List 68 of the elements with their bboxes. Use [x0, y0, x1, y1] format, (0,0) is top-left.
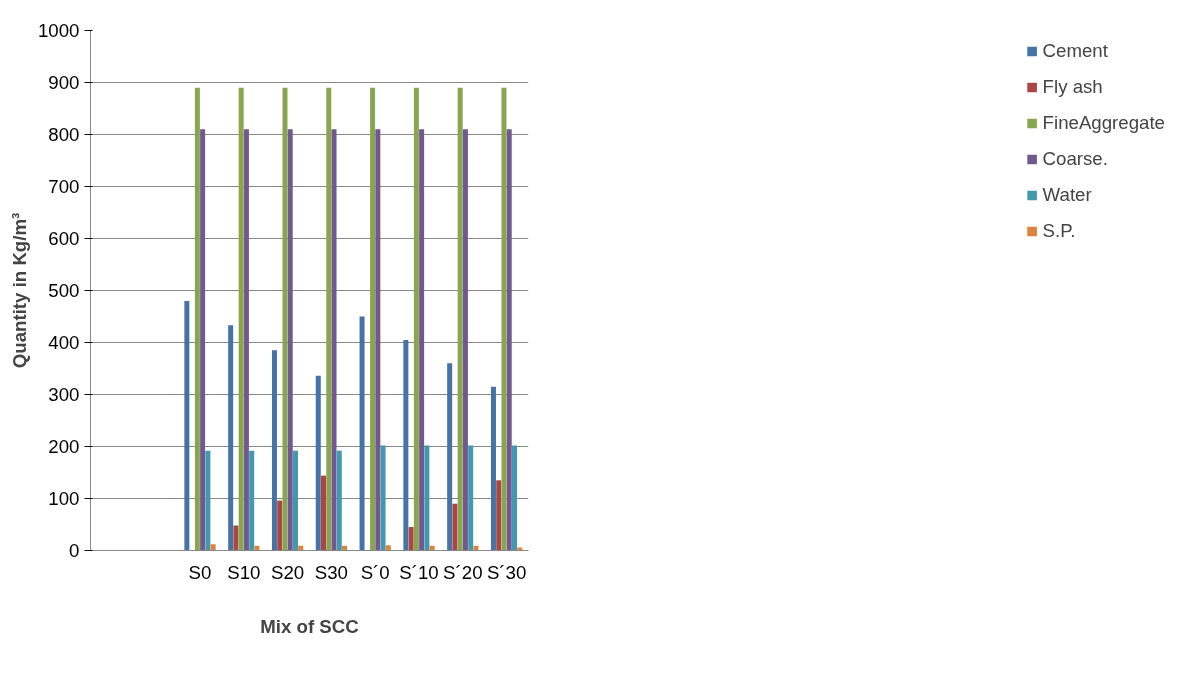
y-tick-label: 200 [48, 436, 80, 457]
bar [517, 547, 523, 551]
bar [321, 475, 327, 551]
y-tick-label: 400 [48, 332, 80, 353]
legend-label: Fly ash [1042, 76, 1103, 98]
bar [457, 87, 463, 551]
bar [385, 545, 391, 551]
bar [511, 445, 517, 551]
bar [408, 527, 414, 551]
legend-label: Cement [1042, 40, 1108, 62]
bar [447, 363, 453, 551]
y-axis-title: Quantity in Kg/m³ [9, 212, 30, 369]
legend-label: Coarse. [1042, 148, 1108, 170]
bar [380, 445, 386, 551]
bar [331, 129, 337, 551]
bar [184, 300, 190, 551]
legend-label: S.P. [1042, 220, 1076, 242]
bar [490, 386, 496, 551]
x-tick-label: S0 [188, 561, 212, 583]
bar [233, 525, 239, 551]
bar [413, 87, 419, 551]
bar [205, 450, 211, 551]
bar [506, 129, 512, 551]
bar [424, 445, 430, 551]
bar [249, 450, 255, 551]
bar [468, 445, 474, 551]
y-tick-label: 100 [48, 488, 80, 509]
bar [462, 129, 468, 551]
x-tick-label: S´30 [486, 561, 527, 583]
bar [315, 375, 321, 551]
x-tick-label: S30 [314, 561, 349, 583]
x-tick-label: S´20 [443, 561, 483, 583]
y-tick-label: 0 [69, 540, 80, 561]
x-tick-label: S´10 [399, 561, 439, 583]
x-tick-label: S10 [227, 561, 261, 583]
bar [200, 129, 206, 551]
bar [326, 87, 332, 551]
bar [452, 503, 458, 551]
y-tick-label: 1000 [38, 20, 80, 41]
bar [496, 480, 502, 551]
bar [228, 325, 234, 551]
bar [419, 129, 425, 551]
bar [282, 87, 288, 551]
bar [359, 316, 365, 551]
bar [271, 350, 277, 551]
legend-label: Water [1042, 184, 1092, 206]
bar [277, 500, 283, 551]
bar [375, 129, 381, 551]
y-tick-label: 900 [48, 72, 80, 93]
bar [194, 87, 200, 551]
bar [287, 129, 293, 551]
legend-label: FineAggregate [1042, 112, 1165, 134]
y-tick-label: 500 [48, 280, 80, 301]
y-tick-label: 800 [48, 124, 80, 145]
bar [243, 129, 249, 551]
bar [370, 87, 376, 551]
y-tick-label: 600 [48, 228, 80, 249]
x-tick-label: S20 [271, 561, 305, 583]
bar [210, 544, 216, 551]
bar [336, 450, 342, 551]
bar [238, 87, 244, 551]
bar [292, 450, 298, 551]
bar [403, 339, 409, 551]
bar [501, 87, 507, 551]
y-tick-label: 700 [48, 176, 80, 197]
x-tick-label: S´0 [360, 561, 390, 583]
y-tick-label: 300 [48, 384, 80, 405]
x-axis-title: Mix of SCC [260, 615, 359, 637]
